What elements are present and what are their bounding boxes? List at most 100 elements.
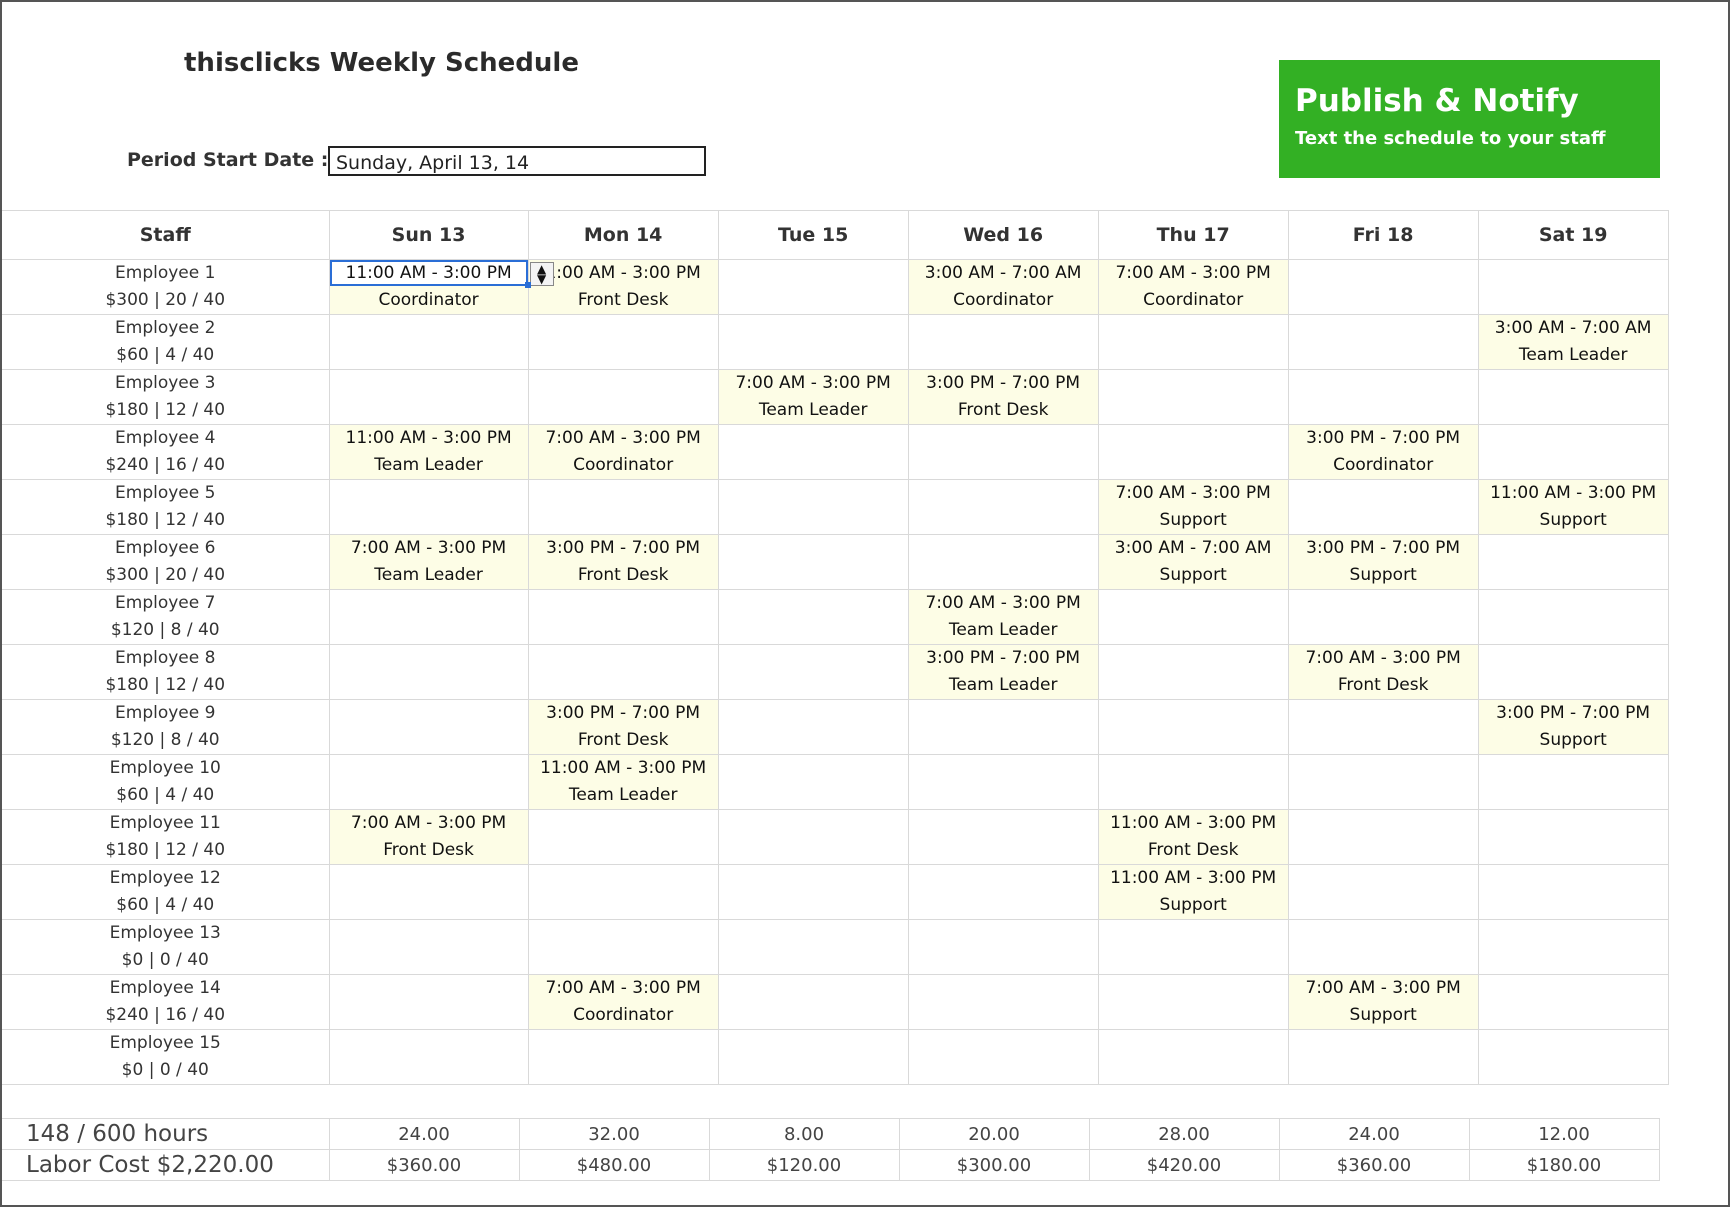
empty-shift-cell[interactable] [1098, 754, 1289, 810]
empty-shift-cell[interactable] [1478, 974, 1669, 1030]
empty-shift-cell[interactable] [329, 1029, 529, 1085]
empty-shift-cell[interactable] [528, 369, 719, 425]
empty-shift-cell[interactable] [528, 809, 719, 865]
empty-shift-cell[interactable] [1478, 369, 1669, 425]
empty-shift-cell[interactable] [1478, 589, 1669, 645]
empty-shift-cell[interactable] [1478, 809, 1669, 865]
empty-shift-cell[interactable] [1478, 754, 1669, 810]
shift-cell[interactable]: 3:00 PM - 7:00 PM Coordinator [1288, 424, 1479, 480]
empty-shift-cell[interactable] [1288, 479, 1479, 535]
shift-cell[interactable]: 7:00 AM - 3:00 PM Coordinator [1098, 259, 1289, 315]
empty-shift-cell[interactable] [329, 589, 529, 645]
empty-shift-cell[interactable] [1478, 919, 1669, 975]
empty-shift-cell[interactable] [329, 974, 529, 1030]
empty-shift-cell[interactable] [329, 644, 529, 700]
empty-shift-cell[interactable] [1288, 699, 1479, 755]
empty-shift-cell[interactable] [718, 1029, 909, 1085]
empty-shift-cell[interactable] [908, 919, 1099, 975]
empty-shift-cell[interactable] [528, 919, 719, 975]
shift-cell[interactable]: 11:00 AM - 3:00 PM Support [1478, 479, 1669, 535]
empty-shift-cell[interactable] [718, 259, 909, 315]
empty-shift-cell[interactable] [1288, 809, 1479, 865]
empty-shift-cell[interactable] [1288, 864, 1479, 920]
shift-cell[interactable]: 3:00 PM - 7:00 PM Support [1478, 699, 1669, 755]
empty-shift-cell[interactable] [718, 589, 909, 645]
empty-shift-cell[interactable] [1098, 1029, 1289, 1085]
publish-notify-button[interactable]: Publish & Notify Text the schedule to yo… [1279, 60, 1660, 178]
empty-shift-cell[interactable] [1098, 644, 1289, 700]
empty-shift-cell[interactable] [718, 644, 909, 700]
shift-cell[interactable]: 7:00 AM - 3:00 PM Front Desk [1288, 644, 1479, 700]
shift-cell[interactable]: 7:00 AM - 3:00 PM Front Desk [329, 809, 529, 865]
empty-shift-cell[interactable] [528, 479, 719, 535]
empty-shift-cell[interactable] [1098, 589, 1289, 645]
empty-shift-cell[interactable] [1478, 1029, 1669, 1085]
shift-cell[interactable]: 3:00 AM - 7:00 AM Support [1098, 534, 1289, 590]
empty-shift-cell[interactable] [329, 919, 529, 975]
empty-shift-cell[interactable] [908, 864, 1099, 920]
period-start-date-field[interactable]: Sunday, April 13, 14 [328, 146, 706, 176]
empty-shift-cell[interactable] [908, 534, 1099, 590]
empty-shift-cell[interactable] [1288, 919, 1479, 975]
shift-cell[interactable]: 7:00 AM - 3:00 PM Team Leader [329, 534, 529, 590]
empty-shift-cell[interactable] [908, 1029, 1099, 1085]
empty-shift-cell[interactable] [329, 314, 529, 370]
empty-shift-cell[interactable] [329, 699, 529, 755]
shift-cell[interactable]: 11:00 AM - 3:00 PM Team Leader [528, 754, 719, 810]
shift-cell[interactable]: 3:00 AM - 7:00 AM Team Leader [1478, 314, 1669, 370]
empty-shift-cell[interactable] [718, 699, 909, 755]
shift-cell[interactable]: 3:00 PM - 7:00 PM Front Desk [908, 369, 1099, 425]
shift-cell[interactable]: 3:00 PM - 7:00 PM Team Leader [908, 644, 1099, 700]
empty-shift-cell[interactable] [908, 314, 1099, 370]
empty-shift-cell[interactable] [1478, 259, 1669, 315]
shift-cell[interactable]: 3:00 PM - 7:00 PM Support [1288, 534, 1479, 590]
empty-shift-cell[interactable] [908, 699, 1099, 755]
empty-shift-cell[interactable] [329, 369, 529, 425]
empty-shift-cell[interactable] [718, 974, 909, 1030]
empty-shift-cell[interactable] [528, 644, 719, 700]
empty-shift-cell[interactable] [908, 754, 1099, 810]
empty-shift-cell[interactable] [1478, 424, 1669, 480]
empty-shift-cell[interactable] [908, 479, 1099, 535]
empty-shift-cell[interactable] [908, 974, 1099, 1030]
empty-shift-cell[interactable] [528, 1029, 719, 1085]
empty-shift-cell[interactable] [718, 864, 909, 920]
empty-shift-cell[interactable] [1288, 259, 1479, 315]
empty-shift-cell[interactable] [718, 919, 909, 975]
empty-shift-cell[interactable] [528, 589, 719, 645]
empty-shift-cell[interactable] [718, 534, 909, 590]
empty-shift-cell[interactable] [329, 864, 529, 920]
empty-shift-cell[interactable] [1098, 919, 1289, 975]
empty-shift-cell[interactable] [1288, 369, 1479, 425]
empty-shift-cell[interactable] [528, 314, 719, 370]
shift-cell[interactable]: 7:00 AM - 3:00 PM Coordinator [528, 424, 719, 480]
shift-cell[interactable]: 11:00 AM - 3:00 PM Team Leader [329, 424, 529, 480]
shift-cell[interactable]: 3:00 PM - 7:00 PM Front Desk [528, 699, 719, 755]
shift-cell[interactable]: 7:00 AM - 3:00 PM Support [1288, 974, 1479, 1030]
empty-shift-cell[interactable] [1098, 974, 1289, 1030]
shift-cell[interactable]: 7:00 AM - 3:00 PM Team Leader [718, 369, 909, 425]
empty-shift-cell[interactable] [718, 314, 909, 370]
time-spinner-icon[interactable]: ▲ ▼ [529, 262, 554, 286]
empty-shift-cell[interactable] [1478, 644, 1669, 700]
empty-shift-cell[interactable] [1098, 424, 1289, 480]
empty-shift-cell[interactable] [908, 809, 1099, 865]
empty-shift-cell[interactable] [718, 424, 909, 480]
shift-cell[interactable]: 11:00 AM - 3:00 PM Front Desk [1098, 809, 1289, 865]
shift-cell[interactable]: 3:00 PM - 7:00 PM Front Desk [528, 534, 719, 590]
empty-shift-cell[interactable] [1288, 754, 1479, 810]
shift-cell[interactable]: 7:00 AM - 3:00 PM Support [1098, 479, 1289, 535]
empty-shift-cell[interactable] [1288, 1029, 1479, 1085]
empty-shift-cell[interactable] [718, 479, 909, 535]
empty-shift-cell[interactable] [1478, 534, 1669, 590]
empty-shift-cell[interactable] [329, 479, 529, 535]
shift-cell[interactable]: 1:00 AM - 3:00 PM Front Desk [528, 259, 719, 315]
empty-shift-cell[interactable] [1098, 314, 1289, 370]
empty-shift-cell[interactable] [528, 864, 719, 920]
shift-cell[interactable]: 11:00 AM - 3:00 PM ▲ ▼ Coordinator [329, 259, 554, 315]
empty-shift-cell[interactable] [1288, 589, 1479, 645]
empty-shift-cell[interactable] [1098, 369, 1289, 425]
empty-shift-cell[interactable] [718, 754, 909, 810]
shift-cell[interactable]: 11:00 AM - 3:00 PM Support [1098, 864, 1289, 920]
selection-fill-handle[interactable] [524, 282, 531, 288]
